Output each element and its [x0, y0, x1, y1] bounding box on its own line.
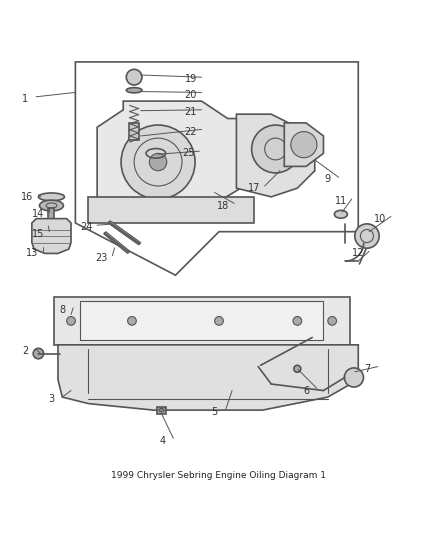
Bar — [88, 197, 254, 223]
Text: 23: 23 — [95, 253, 108, 263]
Ellipse shape — [334, 211, 347, 218]
Text: 4: 4 — [159, 435, 166, 446]
Text: 17: 17 — [247, 183, 260, 193]
Polygon shape — [108, 221, 141, 245]
Circle shape — [344, 368, 364, 387]
Polygon shape — [97, 101, 262, 214]
Text: 15: 15 — [32, 229, 45, 239]
Circle shape — [291, 132, 317, 158]
Bar — [48, 208, 54, 223]
Text: 10: 10 — [374, 214, 386, 224]
Text: 1999 Chrysler Sebring Engine Oiling Diagram 1: 1999 Chrysler Sebring Engine Oiling Diag… — [112, 471, 326, 480]
Circle shape — [127, 317, 136, 325]
Text: 13: 13 — [26, 248, 38, 259]
Text: 9: 9 — [325, 174, 331, 184]
Circle shape — [33, 349, 44, 359]
Polygon shape — [80, 301, 323, 341]
Text: 24: 24 — [80, 222, 92, 232]
Polygon shape — [32, 219, 71, 254]
Polygon shape — [58, 345, 358, 410]
Text: 3: 3 — [48, 394, 54, 404]
Polygon shape — [237, 114, 315, 197]
Polygon shape — [284, 123, 323, 166]
Text: 16: 16 — [21, 192, 34, 202]
Text: 1: 1 — [22, 94, 28, 104]
Text: 22: 22 — [184, 126, 197, 136]
Text: 5: 5 — [212, 407, 218, 417]
Text: 7: 7 — [364, 364, 370, 374]
Text: 11: 11 — [335, 196, 347, 206]
Circle shape — [293, 317, 302, 325]
Circle shape — [121, 125, 195, 199]
Circle shape — [294, 365, 301, 372]
Ellipse shape — [39, 193, 64, 201]
Circle shape — [149, 154, 167, 171]
Bar — [129, 123, 139, 140]
Circle shape — [67, 317, 75, 325]
Ellipse shape — [39, 200, 64, 211]
Ellipse shape — [47, 223, 55, 228]
Text: 6: 6 — [303, 385, 309, 395]
Circle shape — [252, 125, 300, 173]
Text: 8: 8 — [59, 305, 65, 315]
Text: 20: 20 — [184, 90, 197, 100]
Text: 12: 12 — [352, 248, 364, 259]
Text: 14: 14 — [32, 209, 45, 219]
Circle shape — [355, 224, 379, 248]
Circle shape — [215, 317, 223, 325]
Circle shape — [328, 317, 336, 325]
Circle shape — [126, 69, 142, 85]
Ellipse shape — [126, 87, 142, 93]
Text: 2: 2 — [22, 346, 28, 357]
Polygon shape — [104, 232, 130, 254]
Text: 25: 25 — [182, 148, 195, 158]
Text: 21: 21 — [184, 107, 197, 117]
Text: 19: 19 — [184, 75, 197, 84]
Bar — [157, 407, 166, 414]
Ellipse shape — [159, 408, 164, 412]
Polygon shape — [53, 297, 350, 345]
Text: 18: 18 — [217, 200, 230, 211]
